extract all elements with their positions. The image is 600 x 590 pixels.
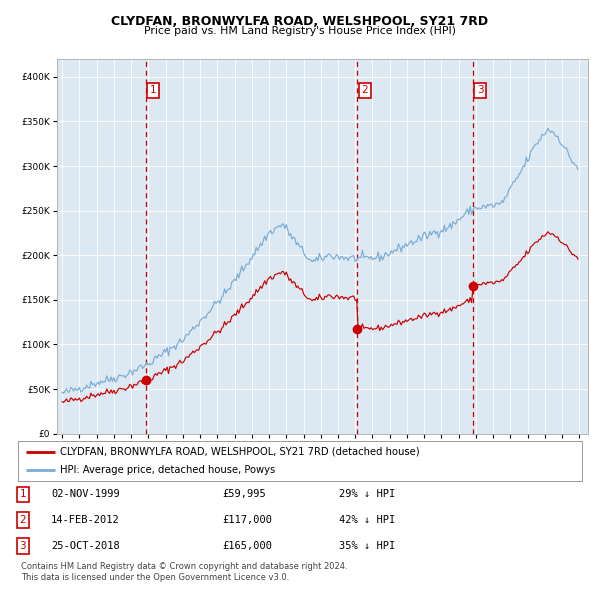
Text: £117,000: £117,000 — [222, 516, 272, 525]
Text: 29% ↓ HPI: 29% ↓ HPI — [339, 490, 395, 499]
Text: 3: 3 — [19, 542, 26, 551]
Text: 14-FEB-2012: 14-FEB-2012 — [51, 516, 120, 525]
Text: 35% ↓ HPI: 35% ↓ HPI — [339, 542, 395, 551]
Text: 25-OCT-2018: 25-OCT-2018 — [51, 542, 120, 551]
Text: 1: 1 — [19, 490, 26, 499]
Text: HPI: Average price, detached house, Powys: HPI: Average price, detached house, Powy… — [60, 465, 275, 475]
Text: 1: 1 — [150, 85, 157, 95]
Text: 42% ↓ HPI: 42% ↓ HPI — [339, 516, 395, 525]
Text: 3: 3 — [477, 85, 484, 95]
Text: Contains HM Land Registry data © Crown copyright and database right 2024.: Contains HM Land Registry data © Crown c… — [21, 562, 347, 571]
Text: Price paid vs. HM Land Registry's House Price Index (HPI): Price paid vs. HM Land Registry's House … — [144, 26, 456, 36]
Text: £165,000: £165,000 — [222, 542, 272, 551]
Text: 02-NOV-1999: 02-NOV-1999 — [51, 490, 120, 499]
Text: CLYDFAN, BRONWYLFA ROAD, WELSHPOOL, SY21 7RD (detached house): CLYDFAN, BRONWYLFA ROAD, WELSHPOOL, SY21… — [60, 447, 420, 457]
Text: CLYDFAN, BRONWYLFA ROAD, WELSHPOOL, SY21 7RD: CLYDFAN, BRONWYLFA ROAD, WELSHPOOL, SY21… — [112, 15, 488, 28]
Text: £59,995: £59,995 — [222, 490, 266, 499]
Text: This data is licensed under the Open Government Licence v3.0.: This data is licensed under the Open Gov… — [21, 572, 289, 582]
Text: 2: 2 — [19, 516, 26, 525]
Text: 2: 2 — [362, 85, 368, 95]
